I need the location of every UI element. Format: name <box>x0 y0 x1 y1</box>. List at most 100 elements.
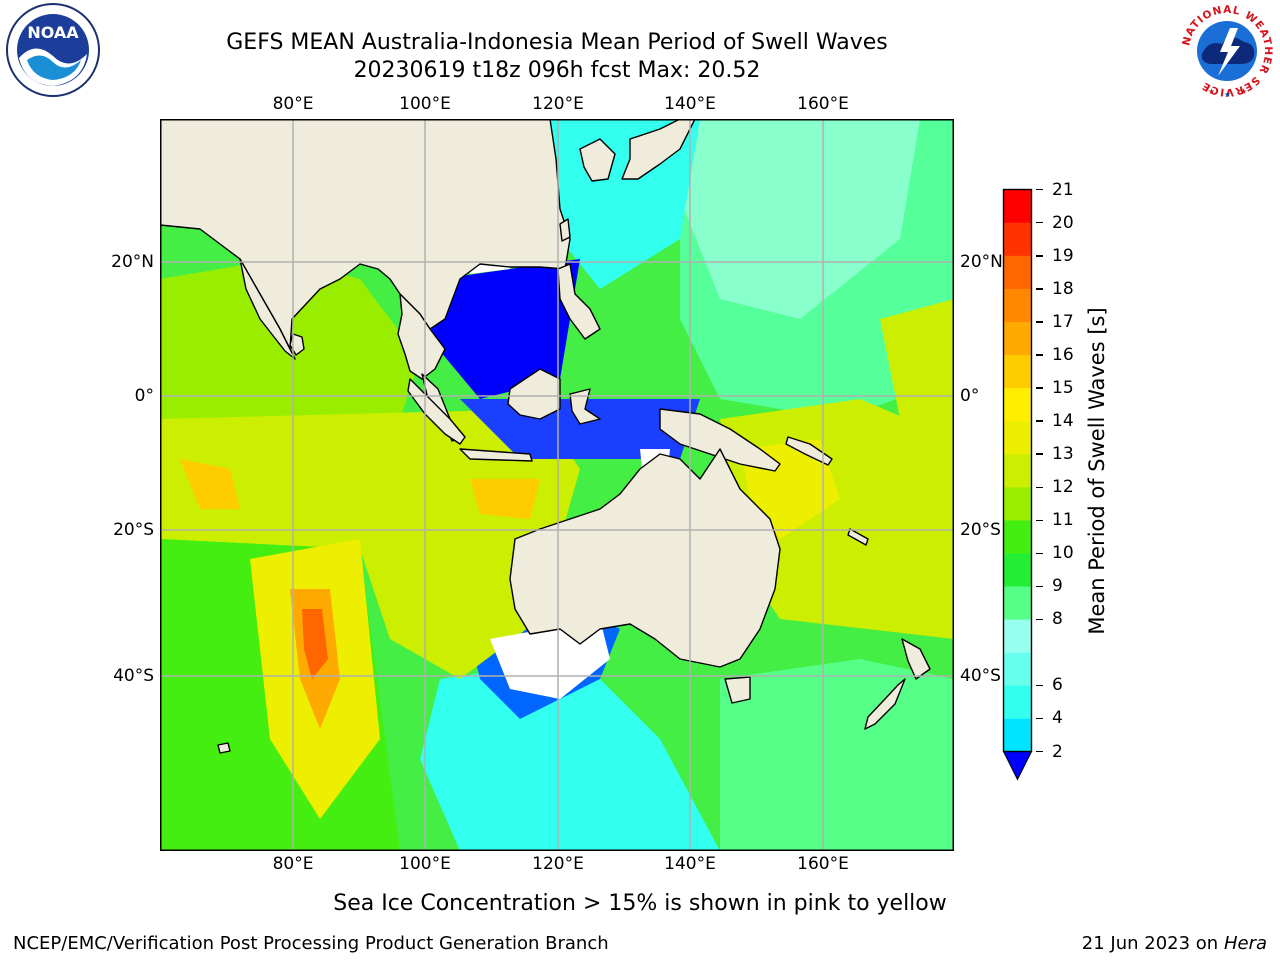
colorbar-tick-mark <box>1036 684 1043 687</box>
colorbar-under-triangle <box>1002 751 1033 781</box>
colorbar-tick-label: 12 <box>1052 477 1074 498</box>
lat-tick-left-20n: 20°N <box>111 252 154 272</box>
colorbar-tick-mark <box>1036 321 1043 323</box>
colorbar-tick-mark <box>1036 486 1043 488</box>
nws-logo: NATIONAL WEATHER SERVICE ★ ★ ★ <box>1180 4 1274 99</box>
lat-tick-right-20s: 20°S <box>960 520 1001 540</box>
land <box>160 119 931 754</box>
colorbar-tick-mark <box>1036 222 1043 224</box>
swell-region-indian-ocean-east-orange-2 <box>470 479 540 519</box>
lat-tick-left-0: 0° <box>134 386 154 406</box>
swell-region-south-china-sea <box>430 259 580 399</box>
lon-tick-bottom-160e: 160°E <box>797 854 849 874</box>
footer-timestamp: 21 Jun 2023 on Hera <box>1082 933 1267 954</box>
colorbar-tick-mark <box>1036 618 1043 621</box>
colorbar-band <box>1003 718 1032 752</box>
map-frame <box>160 119 954 851</box>
lon-tick-top-120e: 120°E <box>532 94 584 114</box>
colorbar-tick-mark <box>1036 354 1043 356</box>
colorbar-tick-label: 15 <box>1052 377 1074 398</box>
colorbar-tick-label: 2 <box>1052 741 1063 762</box>
swell-region-long-swell-peak <box>302 609 328 679</box>
colorbar-tick-label: 14 <box>1052 410 1074 431</box>
lon-tick-bottom-120e: 120°E <box>532 854 584 874</box>
svg-text:★: ★ <box>1208 87 1215 96</box>
svg-text:★: ★ <box>1224 90 1231 99</box>
lat-tick-right-0: 0° <box>960 386 980 406</box>
land-kerguelen <box>217 742 231 754</box>
colorbar-tick-mark <box>1036 255 1043 257</box>
colorbar-tick-label: 11 <box>1052 510 1074 531</box>
colorbar-tick-mark <box>1036 288 1043 290</box>
lon-tick-bottom-100e: 100°E <box>399 854 451 874</box>
lon-tick-bottom-140e: 140°E <box>664 854 716 874</box>
sea-ice-caption: Sea Ice Concentration > 15% is shown in … <box>333 891 947 916</box>
svg-text:★: ★ <box>1240 87 1247 96</box>
colorbar-band <box>1003 586 1032 620</box>
land-new-caledonia <box>847 528 869 546</box>
colorbar-band <box>1003 354 1032 389</box>
colorbar-band <box>1003 255 1032 289</box>
lat-tick-right-20n: 20°N <box>960 252 1003 272</box>
colorbar-tick-mark <box>1036 420 1043 422</box>
swell-period-map <box>160 119 954 851</box>
land-korea <box>579 138 616 182</box>
footer-host: Hera <box>1223 933 1267 954</box>
land-australia <box>509 448 781 668</box>
land-java <box>459 448 533 462</box>
swell-region-tasman-green <box>720 659 954 851</box>
land-philippines <box>557 263 601 340</box>
lon-tick-top-100e: 100°E <box>399 94 451 114</box>
colorbar <box>1002 188 1033 781</box>
colorbar-tick-mark <box>1036 387 1043 389</box>
colorbar-tick-label: 19 <box>1052 245 1074 266</box>
colorbar-tick-label: 4 <box>1052 708 1063 729</box>
lon-tick-bottom-80e: 80°E <box>272 854 314 874</box>
lat-tick-right-40s: 40°S <box>960 666 1001 686</box>
swell-region-pacific-east <box>880 299 954 439</box>
land-solomon-islands <box>785 436 833 466</box>
land-taiwan <box>559 218 571 242</box>
colorbar-band <box>1003 453 1032 488</box>
colorbar-tick-mark <box>1036 189 1043 191</box>
graticule <box>160 119 954 851</box>
colorbar-tick-mark <box>1036 453 1043 455</box>
land-asia <box>160 119 571 350</box>
colorbar-band <box>1003 420 1032 455</box>
colorbar-title: Mean Period of Swell Waves [s] <box>1085 307 1109 635</box>
noaa-logo: NOAA <box>6 3 100 97</box>
colorbar-tick-label: 17 <box>1052 311 1074 332</box>
colorbar-tick-mark <box>1036 519 1043 521</box>
colorbar-band <box>1003 189 1032 223</box>
land-india-peninsula <box>239 258 296 360</box>
noaa-logo-text: NOAA <box>27 23 79 42</box>
colorbar-tick-mark <box>1036 751 1043 753</box>
land-new-zealand-south <box>864 678 906 730</box>
colorbar-tick-label: 8 <box>1052 609 1063 630</box>
colorbar-band <box>1003 619 1032 653</box>
colorbar-band <box>1003 288 1032 323</box>
colorbar-band <box>1003 652 1032 686</box>
colorbar-tick-label: 10 <box>1052 543 1074 564</box>
lon-tick-top-160e: 160°E <box>797 94 849 114</box>
land-borneo <box>507 368 561 420</box>
colorbar-tick-label: 6 <box>1052 675 1063 696</box>
map-subtitle: 20230619 t18z 096h fcst Max: 20.52 <box>353 58 761 83</box>
swell-region-indian-ocean-east-orange <box>180 459 240 509</box>
colorbar-band <box>1003 520 1032 554</box>
land-new-zealand-north <box>901 638 931 680</box>
map-title: GEFS MEAN Australia-Indonesia Mean Perio… <box>226 30 888 55</box>
land-tasmania <box>724 676 751 704</box>
colorbar-tick-label: 21 <box>1052 179 1074 200</box>
land-sulawesi <box>569 388 601 425</box>
colorbar-band <box>1003 685 1032 719</box>
lon-tick-top-140e: 140°E <box>664 94 716 114</box>
colorbar-band <box>1003 222 1032 256</box>
land-indochina <box>397 293 446 380</box>
swell-region-south-australia-light <box>420 659 720 851</box>
colorbar-tick-mark <box>1036 552 1043 555</box>
swell-region-pacific-light <box>680 119 920 319</box>
colorbar-band <box>1003 553 1032 587</box>
colorbar-tick-label: 20 <box>1052 212 1074 233</box>
colorbar-tick-mark <box>1036 717 1043 720</box>
